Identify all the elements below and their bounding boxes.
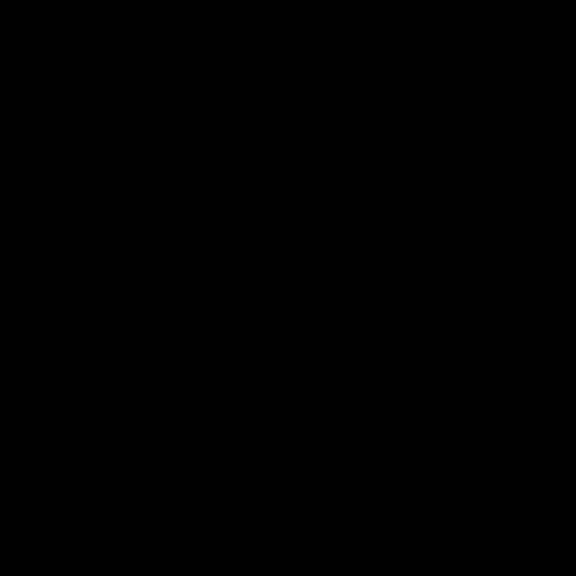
word-cloud bbox=[0, 0, 576, 576]
cloud-background bbox=[0, 0, 576, 576]
